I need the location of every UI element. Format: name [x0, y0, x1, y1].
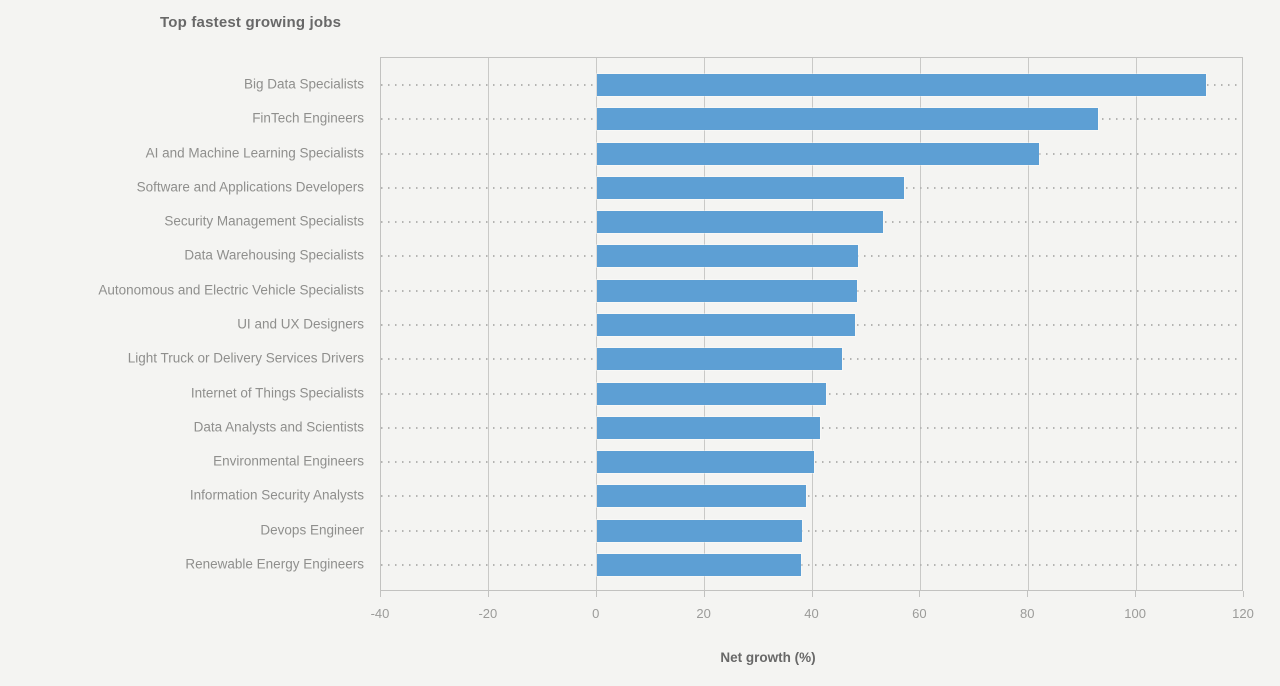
bar-information-security-analysts — [596, 485, 807, 508]
x-axis-title: Net growth (%) — [720, 650, 816, 665]
bar-security-management-specialists — [596, 211, 883, 234]
category-label: AI and Machine Learning Specialists — [145, 145, 364, 161]
x-tick-mark — [380, 591, 381, 597]
x-tick-label-20: 20 — [696, 606, 711, 621]
x-tick-label-40: 40 — [804, 606, 819, 621]
x-tick-mark — [487, 591, 489, 597]
x-tick-mark — [1027, 591, 1029, 597]
category-label: UI and UX Designers — [237, 316, 364, 332]
category-label: Internet of Things Specialists — [190, 385, 364, 401]
row-guide-dots — [381, 563, 1242, 566]
bar-big-data-specialists — [596, 74, 1207, 97]
category-label: Environmental Engineers — [213, 453, 364, 469]
x-tick-mark — [703, 591, 705, 597]
bar-data-warehousing-specialists — [596, 245, 859, 268]
row-guide-dots — [381, 495, 1242, 498]
bar-ai-and-machine-learning-specialists — [596, 142, 1040, 165]
bar-light-truck-or-delivery-services-drivers — [596, 348, 843, 371]
plot-area — [380, 57, 1243, 591]
x-tick-mark — [1135, 591, 1137, 597]
category-label: Data Analysts and Scientists — [193, 419, 364, 435]
category-label: Software and Applications Developers — [136, 179, 364, 195]
x-tick-label-120: 120 — [1232, 606, 1254, 621]
bar-autonomous-and-electric-vehicle-specialists — [596, 279, 857, 302]
x-tick-label--20: -20 — [478, 606, 498, 621]
bar-devops-engineer — [596, 519, 802, 542]
x-tick-label-100: 100 — [1124, 606, 1146, 621]
x-tick-label-80: 80 — [1020, 606, 1035, 621]
bar-fintech-engineers — [596, 108, 1099, 131]
x-tick-mark — [595, 591, 597, 597]
category-label: Renewable Energy Engineers — [185, 556, 364, 572]
category-label: Big Data Specialists — [243, 76, 364, 92]
bar-renewable-energy-engineers — [596, 553, 801, 576]
bar-software-and-applications-developers — [596, 176, 905, 199]
bar-environmental-engineers — [596, 451, 814, 474]
x-tick-mark — [1243, 591, 1244, 597]
chart-title: Top fastest growing jobs — [160, 14, 342, 31]
row-guide-dots — [381, 529, 1242, 532]
bar-internet-of-things-specialists — [596, 382, 826, 405]
x-tick-mark — [919, 591, 921, 597]
bar-ui-and-ux-designers — [596, 314, 855, 336]
x-tick-label-60: 60 — [912, 606, 927, 621]
category-label: Devops Engineer — [260, 522, 364, 538]
category-label: Data Warehousing Specialists — [184, 247, 364, 263]
category-label: Light Truck or Delivery Services Drivers — [127, 350, 364, 366]
x-tick-mark — [811, 591, 813, 597]
category-label: Security Management Specialists — [164, 213, 364, 229]
x-tick-label--40: -40 — [370, 606, 390, 621]
x-tick-label-0: 0 — [592, 606, 600, 621]
category-label: Autonomous and Electric Vehicle Speciali… — [98, 282, 364, 298]
bar-data-analysts-and-scientists — [596, 416, 821, 439]
category-label: FinTech Engineers — [252, 110, 364, 126]
category-label: Information Security Analysts — [189, 487, 364, 503]
